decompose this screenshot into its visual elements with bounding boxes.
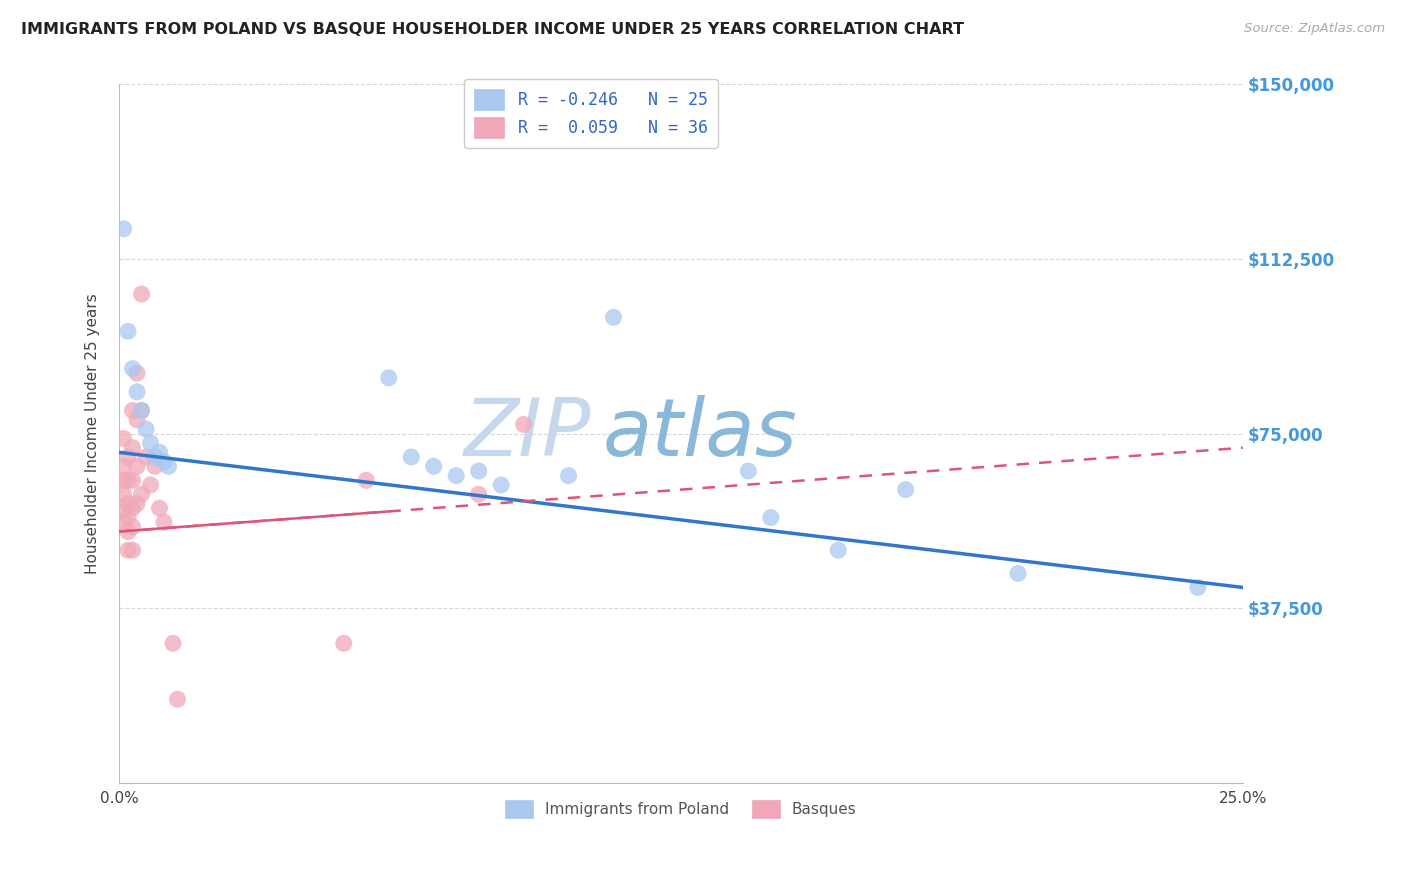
Point <box>1007 566 1029 581</box>
Point <box>512 417 534 432</box>
Point <box>333 636 356 650</box>
Point <box>112 515 135 529</box>
Point <box>131 403 153 417</box>
Point <box>121 543 143 558</box>
Text: Source: ZipAtlas.com: Source: ZipAtlas.com <box>1244 22 1385 36</box>
Point <box>131 403 153 417</box>
Point <box>112 473 135 487</box>
Point <box>399 450 422 464</box>
Text: IMMIGRANTS FROM POLAND VS BASQUE HOUSEHOLDER INCOME UNDER 25 YEARS CORRELATION C: IMMIGRANTS FROM POLAND VS BASQUE HOUSEHO… <box>21 22 965 37</box>
Point <box>139 478 162 492</box>
Y-axis label: Householder Income Under 25 years: Householder Income Under 25 years <box>86 293 100 574</box>
Point <box>444 468 467 483</box>
Legend: Immigrants from Poland, Basques: Immigrants from Poland, Basques <box>499 794 863 824</box>
Point <box>467 487 489 501</box>
Point <box>759 510 782 524</box>
Point <box>125 413 148 427</box>
Point <box>894 483 917 497</box>
Point <box>112 487 135 501</box>
Point <box>467 464 489 478</box>
Text: ZIP: ZIP <box>464 395 591 473</box>
Point <box>112 501 135 516</box>
Point <box>112 222 135 236</box>
Point <box>143 459 166 474</box>
Point <box>117 543 139 558</box>
Point <box>125 459 148 474</box>
Point <box>422 459 444 474</box>
Point <box>121 473 143 487</box>
Point <box>112 459 135 474</box>
Point <box>112 431 135 445</box>
Point <box>377 371 399 385</box>
Point <box>121 501 143 516</box>
Point <box>557 468 579 483</box>
Point <box>489 478 512 492</box>
Point <box>121 520 143 534</box>
Point <box>131 287 153 301</box>
Point <box>143 450 166 464</box>
Point <box>153 515 176 529</box>
Point <box>602 310 624 325</box>
Point <box>125 366 148 380</box>
Point <box>117 497 139 511</box>
Point <box>117 450 139 464</box>
Point <box>125 497 148 511</box>
Point <box>162 636 184 650</box>
Point <box>121 441 143 455</box>
Point <box>356 473 378 487</box>
Point <box>135 450 157 464</box>
Point <box>125 384 148 399</box>
Point <box>117 524 139 539</box>
Point <box>117 510 139 524</box>
Point <box>148 501 170 516</box>
Text: atlas: atlas <box>602 395 797 473</box>
Point <box>827 543 849 558</box>
Point <box>135 422 157 436</box>
Point <box>148 445 170 459</box>
Point <box>139 436 162 450</box>
Point <box>117 324 139 338</box>
Point <box>157 459 180 474</box>
Point <box>1187 581 1209 595</box>
Point <box>153 455 176 469</box>
Point <box>121 361 143 376</box>
Point <box>737 464 759 478</box>
Point <box>121 403 143 417</box>
Point <box>131 487 153 501</box>
Point <box>166 692 188 706</box>
Point <box>117 473 139 487</box>
